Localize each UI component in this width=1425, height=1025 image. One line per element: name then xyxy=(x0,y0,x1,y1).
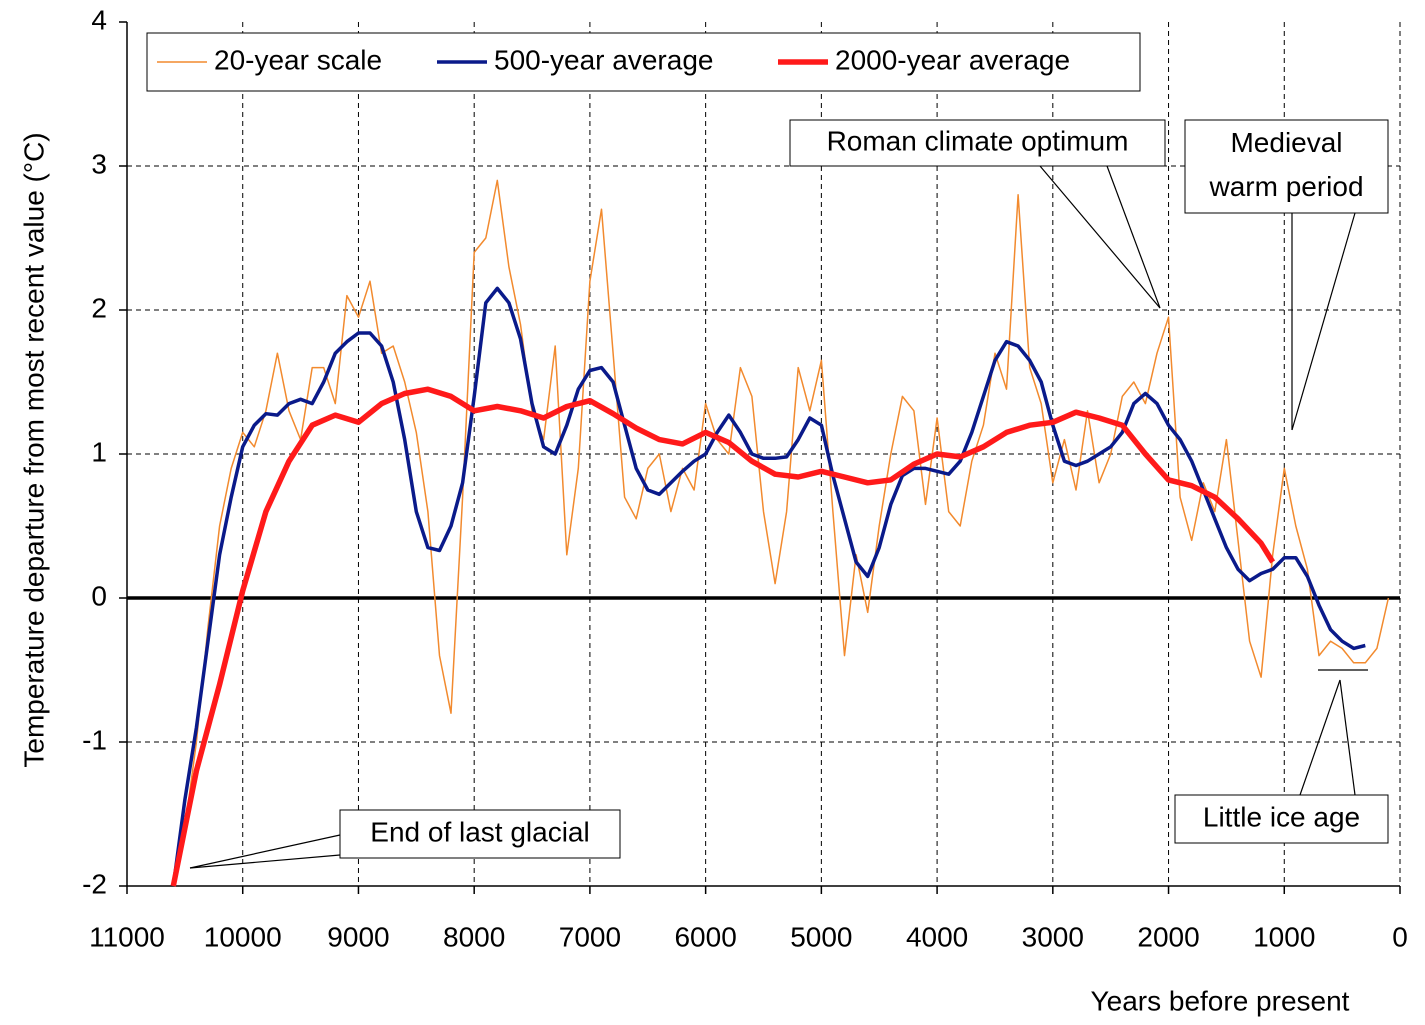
annotation-text: warm period xyxy=(1208,171,1363,202)
x-tick-label: 4000 xyxy=(906,921,968,952)
legend-label: 2000-year average xyxy=(835,44,1070,75)
annotation-leader xyxy=(1299,679,1341,796)
x-tick-label: 8000 xyxy=(443,921,505,952)
annotation-text: End of last glacial xyxy=(370,816,589,847)
y-tick-label: 2 xyxy=(91,292,107,323)
y-tick-label: -2 xyxy=(82,868,107,899)
annotation-leader xyxy=(189,834,341,869)
x-tick-label: 3000 xyxy=(1022,921,1084,952)
series-line xyxy=(171,286,1366,887)
x-tick-label: 0 xyxy=(1392,921,1408,952)
x-tick-label: 6000 xyxy=(674,921,736,952)
annotation-leader xyxy=(1106,165,1161,309)
x-axis-label: Years before present xyxy=(1091,985,1350,1016)
annotation-text: Roman climate optimum xyxy=(827,125,1129,156)
y-tick-label: 3 xyxy=(91,148,107,179)
annotation-box xyxy=(339,809,621,859)
y-tick-label: 1 xyxy=(91,436,107,467)
x-tick-label: 10000 xyxy=(204,921,282,952)
series-line xyxy=(170,386,1276,887)
y-axis-label: Temperature departure from most recent v… xyxy=(18,132,49,767)
x-tick-label: 7000 xyxy=(559,921,621,952)
legend-label: 500-year average xyxy=(494,44,713,75)
annotation-leader xyxy=(1291,212,1356,431)
annotation-text: Little ice age xyxy=(1203,801,1360,832)
annotation-leader xyxy=(1339,679,1356,796)
x-tick-label: 2000 xyxy=(1137,921,1199,952)
annotation-box xyxy=(789,119,1166,167)
annotation-text: Medieval xyxy=(1230,127,1342,158)
legend-box xyxy=(146,32,1141,92)
y-tick-label: 4 xyxy=(91,4,107,35)
annotation-box xyxy=(1184,119,1389,214)
x-tick-label: 9000 xyxy=(327,921,389,952)
series-line xyxy=(172,179,1390,887)
annotation-leader xyxy=(1039,165,1161,309)
legend-label: 20-year scale xyxy=(214,44,382,75)
y-tick-label: 0 xyxy=(91,580,107,611)
annotation-box xyxy=(1174,794,1389,844)
annotation-leader xyxy=(189,854,341,869)
x-tick-label: 5000 xyxy=(790,921,852,952)
y-tick-label: -1 xyxy=(82,724,107,755)
x-tick-label: 1000 xyxy=(1253,921,1315,952)
x-tick-label: 11000 xyxy=(89,921,165,952)
